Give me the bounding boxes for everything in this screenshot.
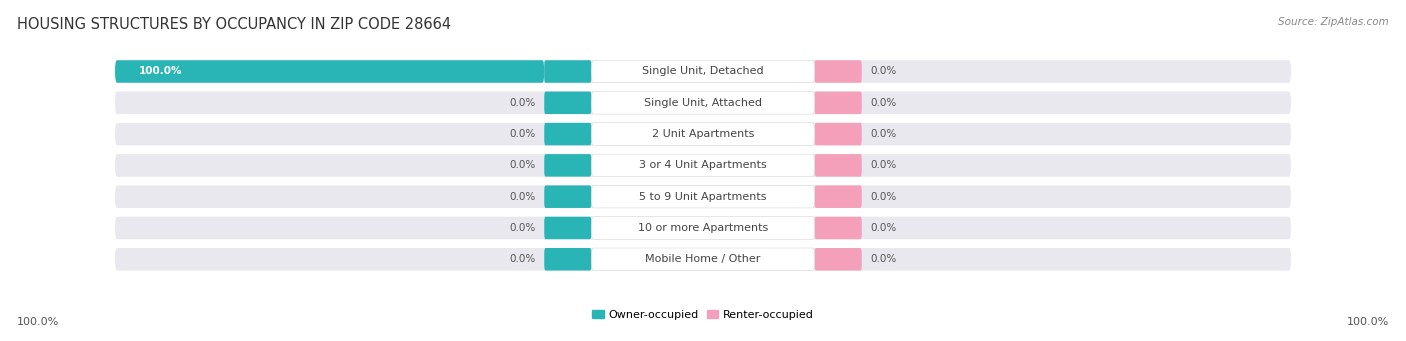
Text: 0.0%: 0.0% [870,223,897,233]
Text: 100.0%: 100.0% [17,317,59,327]
FancyBboxPatch shape [544,248,592,270]
FancyBboxPatch shape [814,60,862,83]
Text: Mobile Home / Other: Mobile Home / Other [645,254,761,264]
FancyBboxPatch shape [814,154,862,177]
FancyBboxPatch shape [814,186,862,208]
Text: HOUSING STRUCTURES BY OCCUPANCY IN ZIP CODE 28664: HOUSING STRUCTURES BY OCCUPANCY IN ZIP C… [17,17,451,32]
FancyBboxPatch shape [544,123,592,145]
Text: Single Unit, Attached: Single Unit, Attached [644,98,762,108]
FancyBboxPatch shape [592,123,814,145]
Text: 0.0%: 0.0% [509,98,536,108]
FancyBboxPatch shape [115,123,1291,145]
Text: 0.0%: 0.0% [509,129,536,139]
Text: 3 or 4 Unit Apartments: 3 or 4 Unit Apartments [640,160,766,170]
Text: 2 Unit Apartments: 2 Unit Apartments [652,129,754,139]
FancyBboxPatch shape [592,60,814,83]
FancyBboxPatch shape [592,154,814,177]
FancyBboxPatch shape [814,91,862,114]
FancyBboxPatch shape [592,186,814,208]
Text: 0.0%: 0.0% [509,160,536,170]
Text: 0.0%: 0.0% [870,129,897,139]
FancyBboxPatch shape [115,154,1291,177]
FancyBboxPatch shape [592,217,814,239]
Text: 0.0%: 0.0% [509,192,536,202]
Text: 0.0%: 0.0% [509,223,536,233]
Text: 0.0%: 0.0% [870,160,897,170]
Text: 0.0%: 0.0% [509,254,536,264]
FancyBboxPatch shape [115,217,1291,239]
FancyBboxPatch shape [115,91,1291,114]
Text: Single Unit, Detached: Single Unit, Detached [643,66,763,76]
FancyBboxPatch shape [592,248,814,270]
Legend: Owner-occupied, Renter-occupied: Owner-occupied, Renter-occupied [588,306,818,324]
FancyBboxPatch shape [115,248,1291,270]
FancyBboxPatch shape [544,217,592,239]
FancyBboxPatch shape [592,91,814,114]
FancyBboxPatch shape [544,154,592,177]
FancyBboxPatch shape [544,60,592,83]
FancyBboxPatch shape [814,123,862,145]
FancyBboxPatch shape [115,60,544,83]
Text: 100.0%: 100.0% [1347,317,1389,327]
FancyBboxPatch shape [544,91,592,114]
Text: 0.0%: 0.0% [870,66,897,76]
Text: 0.0%: 0.0% [870,192,897,202]
FancyBboxPatch shape [814,217,862,239]
Text: 10 or more Apartments: 10 or more Apartments [638,223,768,233]
FancyBboxPatch shape [814,248,862,270]
Text: Source: ZipAtlas.com: Source: ZipAtlas.com [1278,17,1389,27]
Text: 0.0%: 0.0% [870,254,897,264]
Text: 100.0%: 100.0% [139,66,181,76]
Text: 5 to 9 Unit Apartments: 5 to 9 Unit Apartments [640,192,766,202]
Text: 0.0%: 0.0% [870,98,897,108]
FancyBboxPatch shape [115,186,1291,208]
FancyBboxPatch shape [115,60,1291,83]
FancyBboxPatch shape [544,186,592,208]
